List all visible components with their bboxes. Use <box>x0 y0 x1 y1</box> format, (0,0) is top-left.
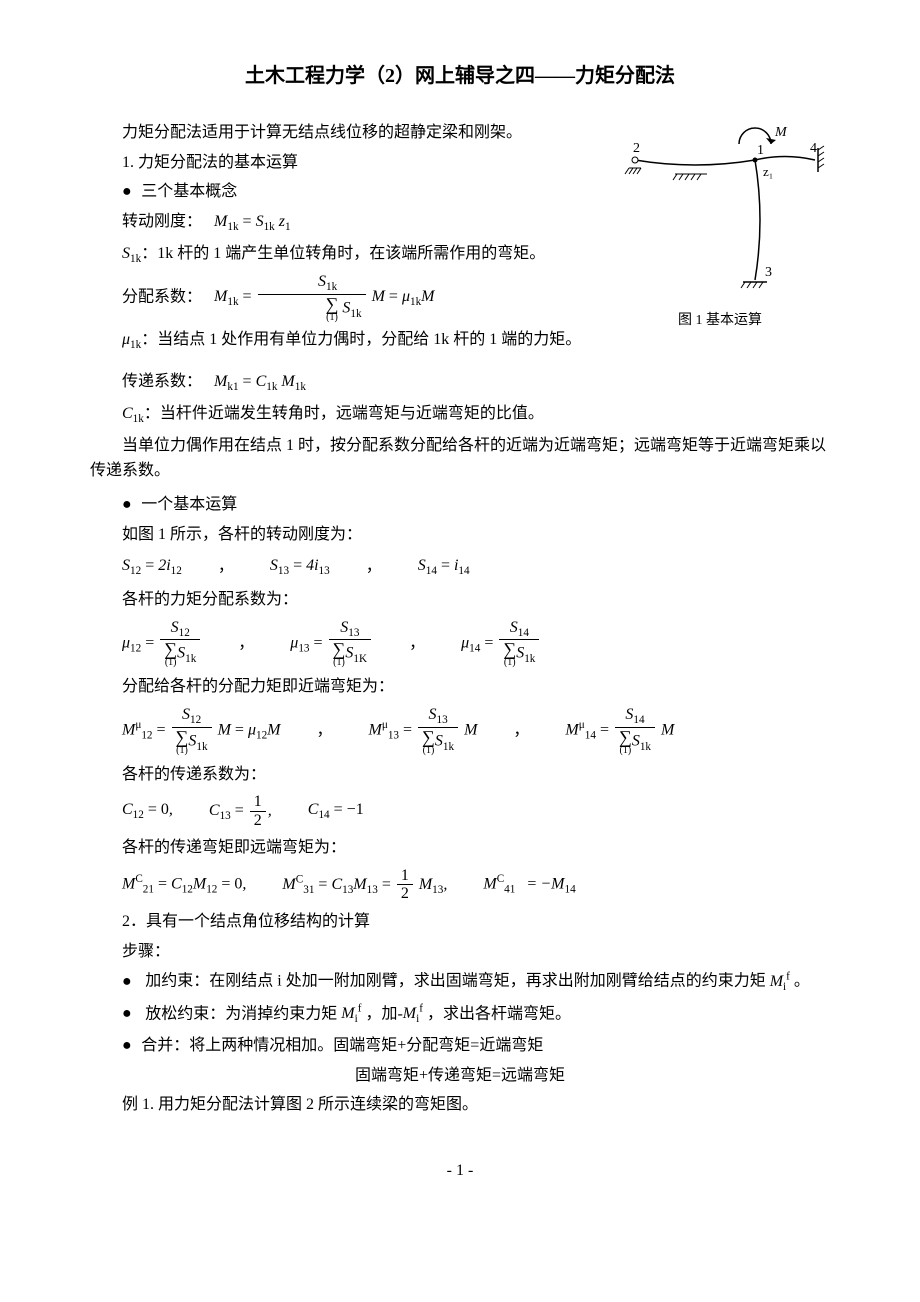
far-end-moment-heading: 各杆的传递弯矩即远端弯矩为： <box>90 835 830 861</box>
step-1: 加约束：在刚结点 i 处加一附加刚臂，求出固端弯矩，再求出附加刚臂给结点的约束力… <box>90 968 830 996</box>
page-number: - 1 - <box>90 1158 830 1184</box>
example-1: 例 1. 用力矩分配法计算图 2 所示连续梁的弯矩图。 <box>90 1092 830 1118</box>
figure-1: 2 1 4 3 M z₁ 图 1 基本运算 <box>610 120 830 332</box>
page-title: 土木工程力学（2）网上辅导之四——力矩分配法 <box>90 60 830 92</box>
near-end-moment-heading: 分配给各杆的分配力矩即近端弯矩为： <box>90 674 830 700</box>
fig-label-z1: z₁ <box>763 164 773 179</box>
step-3b: 固端弯矩+传递弯矩=远端弯矩 <box>90 1063 830 1089</box>
stiffness-equations-row: S12 = 2i12， S13 = 4i13， S14 = i14 <box>90 553 830 581</box>
fig-label-M: M <box>774 125 788 140</box>
fig-label-3: 3 <box>765 265 772 280</box>
M-mu-equations-row: Mμ12 = S12 ∑(1)S1k M = μ12M ， Mμ13 = S13… <box>90 706 830 756</box>
steps-label: 步骤： <box>90 939 830 965</box>
step-2: 放松约束：为消掉约束力矩 Mif ，加-Mif ，求出各杆端弯矩。 <box>90 1001 830 1029</box>
fig-label-2: 2 <box>633 141 640 156</box>
dist-factor-each-heading: 各杆的力矩分配系数为： <box>90 587 830 613</box>
section-2-heading: 2．具有一个结点角位移结构的计算 <box>90 909 830 935</box>
one-basic-op-heading: 一个基本运算 <box>90 492 830 518</box>
mu-equations-row: μ12 = S12 ∑(1)S1k ， μ13 = S13 ∑(1)S1K ， … <box>90 619 830 669</box>
paragraph-unit-couple: 当单位力偶作用在结点 1 时，按分配系数分配给各杆的近端为近端弯矩；远端弯矩等于… <box>90 433 830 484</box>
fig-label-4: 4 <box>810 141 817 156</box>
fig-label-1: 1 <box>757 143 764 158</box>
step-3: 合并：将上两种情况相加。固端弯矩+分配弯矩=近端弯矩 <box>90 1033 830 1059</box>
C-equations-row: C12 = 0, C13 = 12, C14 = −1 <box>90 793 830 829</box>
figure-1-ref-line: 如图 1 所示，各杆的转动刚度为： <box>90 522 830 548</box>
c1k-definition: C1k：当杆件近端发生转角时，远端弯矩与近端弯矩的比值。 <box>90 401 830 429</box>
carry-factor-each-heading: 各杆的传递系数为： <box>90 762 830 788</box>
figure-1-caption: 图 1 基本运算 <box>610 310 830 332</box>
carryover-factor-line: 传递系数： Mk1 = C1k M1k <box>90 369 830 397</box>
MC-equations-row: MC21 = C12M12 = 0, MC31 = C13M13 = 12 M1… <box>90 867 830 903</box>
